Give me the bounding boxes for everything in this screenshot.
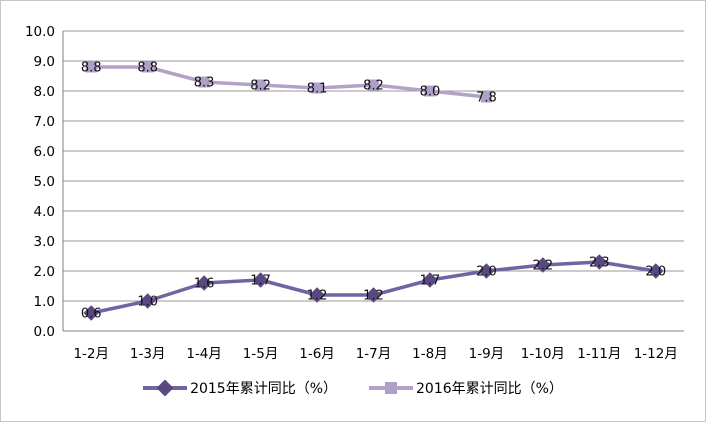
data-label: 1.7 bbox=[420, 274, 441, 289]
data-label: 8.3 bbox=[194, 76, 215, 91]
x-axis-label: 1-5月 bbox=[243, 346, 279, 362]
y-tick-label: 8.0 bbox=[34, 84, 55, 100]
data-label: 1.0 bbox=[137, 295, 158, 310]
x-axis-label: 1-12月 bbox=[634, 346, 678, 362]
data-label: 2.2 bbox=[533, 259, 554, 274]
legend-label-2016: 2016年累计同比（%） bbox=[416, 381, 563, 397]
x-axis-label: 1-9月 bbox=[469, 346, 505, 362]
square-marker bbox=[85, 61, 97, 73]
y-tick-label: 2.0 bbox=[34, 264, 55, 280]
square-marker bbox=[480, 91, 492, 103]
diamond-marker bbox=[139, 293, 156, 309]
data-label: 1.6 bbox=[194, 277, 215, 292]
data-label: 8.2 bbox=[250, 79, 271, 94]
data-label: 8.8 bbox=[81, 61, 102, 76]
series-line-1 bbox=[89, 65, 489, 99]
data-label: 8.8 bbox=[137, 61, 158, 76]
y-tick-label: 1.0 bbox=[34, 294, 55, 310]
x-axis-label: 1-3月 bbox=[130, 346, 166, 362]
y-tick-label: 5.0 bbox=[34, 174, 55, 190]
y-tick-label: 10.0 bbox=[25, 24, 55, 40]
legend-swatch-2015-diamond bbox=[143, 380, 188, 396]
data-label: 1.7 bbox=[250, 274, 271, 289]
data-label: 1.2 bbox=[307, 289, 328, 304]
x-axis-label: 1-7月 bbox=[356, 346, 392, 362]
y-tick-label: 9.0 bbox=[34, 54, 55, 70]
data-label: 2.0 bbox=[645, 265, 666, 280]
x-axis-label: 1-8月 bbox=[412, 346, 448, 362]
x-axis-label: 1-10月 bbox=[521, 346, 565, 362]
legend-entry-2015: 2015年累计同比（%） bbox=[143, 378, 337, 398]
legend-entry-2016: 2016年累计同比（%） bbox=[369, 378, 563, 398]
x-axis-label: 1-6月 bbox=[299, 346, 335, 362]
square-marker bbox=[311, 82, 323, 94]
data-label: 1.2 bbox=[363, 289, 384, 304]
chart-legend: 2015年累计同比（%） 2016年累计同比（%） bbox=[1, 378, 705, 398]
data-label: 8.1 bbox=[307, 82, 328, 97]
x-axis-label: 1-4月 bbox=[186, 346, 222, 362]
data-label: 2.3 bbox=[589, 256, 610, 271]
square-marker bbox=[368, 79, 379, 91]
diamond-marker bbox=[196, 275, 212, 291]
data-label: 0.6 bbox=[81, 307, 102, 322]
y-tick-label: 7.0 bbox=[34, 114, 55, 130]
x-axis-label: 1-2月 bbox=[73, 346, 109, 362]
square-marker bbox=[198, 76, 210, 88]
data-label: 2.0 bbox=[476, 265, 497, 280]
square-marker bbox=[424, 85, 436, 97]
x-axis-label: 1-11月 bbox=[577, 346, 621, 362]
y-tick-label: 6.0 bbox=[34, 144, 55, 160]
legend-swatch-2016-square bbox=[369, 382, 413, 394]
square-marker bbox=[255, 79, 267, 91]
data-label: 8.0 bbox=[420, 85, 441, 100]
data-label: 7.8 bbox=[476, 91, 497, 106]
y-tick-label: 4.0 bbox=[34, 204, 55, 220]
y-tick-label: 0.0 bbox=[34, 324, 55, 340]
data-label: 8.2 bbox=[363, 79, 384, 94]
square-marker bbox=[142, 61, 154, 73]
legend-label-2015: 2015年累计同比（%） bbox=[190, 381, 337, 397]
y-tick-label: 3.0 bbox=[34, 234, 55, 250]
